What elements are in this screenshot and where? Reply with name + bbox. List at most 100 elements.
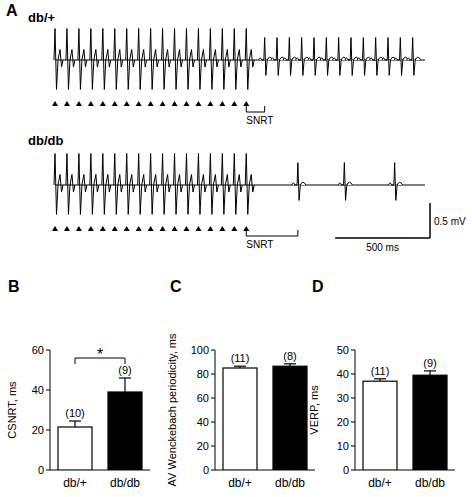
x-tick-label: db/db [275,476,305,490]
error-cap [234,366,246,367]
figure: Adb/+SNRTdb/dbSNRT0.5 mV500 msBCSNRT, ms… [0,0,472,497]
x-tick-label: db/db [110,476,140,490]
paced-beat [221,154,230,215]
time-scale-label: 500 ms [366,242,399,253]
stimulus-marker [160,101,166,106]
panel-label: A [6,2,18,19]
paced-beat [66,29,75,90]
y-tick [351,422,355,423]
snrt-label: SNRT [246,115,273,126]
error-cap [69,420,81,421]
y-tick [351,398,355,399]
stimulus-marker [172,226,178,231]
stimulus-marker [160,226,166,231]
n-label: (8) [283,350,296,362]
stimulus-marker [76,226,82,231]
spontaneous-beat [338,163,352,201]
y-axis [355,350,356,470]
spontaneous-beat [370,38,384,76]
snrt-bracket [246,106,264,112]
bar [223,368,257,470]
paced-beat [102,154,111,215]
stimulus-marker [148,226,154,231]
y-tick [211,446,215,447]
paced-beat [114,154,123,215]
trace-label: db/+ [28,10,55,25]
paced-beat [174,154,183,215]
error-bar [429,371,430,375]
paced-beat [209,29,218,90]
spontaneous-beat [308,38,322,76]
paced-beat [233,29,242,90]
paced-beat [78,29,87,90]
paced-beat [245,154,254,215]
y-tick-label: 20 [337,416,349,428]
trace [54,154,425,215]
stimulus-marker [52,101,58,106]
stimulus-marker [172,101,178,106]
n-label: (10) [65,407,85,419]
spontaneous-beat [357,38,371,76]
spontaneous-beat [333,38,347,76]
paced-beat [54,154,63,215]
stimulus-marker [76,101,82,106]
x-tick-label: db/db [415,476,445,490]
paced-beat [90,154,99,215]
paced-beat [162,29,171,90]
x-tick-label: db/+ [63,476,87,490]
paced-beat [245,29,254,90]
spontaneous-beat [394,38,408,76]
y-tick-label: 100 [191,344,209,356]
paced-beat [150,29,159,90]
error-cap [119,377,131,378]
y-tick [351,470,355,471]
snrt-label: SNRT [246,239,273,250]
stimulus-marker [183,101,189,106]
stimulus-marker [52,226,58,231]
plot-area [223,364,307,470]
spontaneous-beat [382,38,396,76]
paced-beat [174,29,183,90]
stimulus-marker [183,226,189,231]
spontaneous-beat [320,38,334,76]
n-label: (11) [371,365,390,377]
paced-beat [90,29,99,90]
voltage-scale-label: 0.5 mV [434,216,466,227]
spontaneous-beat [259,38,273,76]
y-axis-label: CSNRT, ms [6,381,18,439]
paced-beat [138,154,147,215]
bar [58,427,92,470]
error-cap [424,370,436,371]
y-tick-label: 30 [337,392,349,404]
trace-label: db/db [28,133,63,148]
y-tick [351,446,355,447]
paced-beat [221,29,230,90]
paced-beat [197,154,206,215]
y-tick-label: 0 [38,464,44,476]
stimulus-marker [195,101,201,106]
paced-beat [150,154,159,215]
stimulus-marker [136,226,142,231]
spontaneous-beat [283,38,297,76]
stimulus-marker [64,226,70,231]
y-axis [50,350,51,470]
plot-area [363,371,447,470]
stimulus-marker [243,101,249,106]
n-label: (9) [118,364,131,376]
y-tick [211,470,215,471]
paced-beat [233,154,242,215]
bar [273,366,307,470]
y-tick-label: 40 [197,416,209,428]
paced-beat [54,29,63,90]
bar [413,375,447,470]
spontaneous-beat [296,38,310,76]
stimulus-marker [112,226,118,231]
stimulus-marker [219,226,225,231]
paced-beat [126,29,135,90]
y-tick-label: 20 [197,440,209,452]
stimulus-marker [207,101,213,106]
stimulus-marker [231,226,237,231]
panel-label: C [170,278,182,295]
stimulus-marker [124,226,130,231]
spontaneous-beat [389,163,403,201]
